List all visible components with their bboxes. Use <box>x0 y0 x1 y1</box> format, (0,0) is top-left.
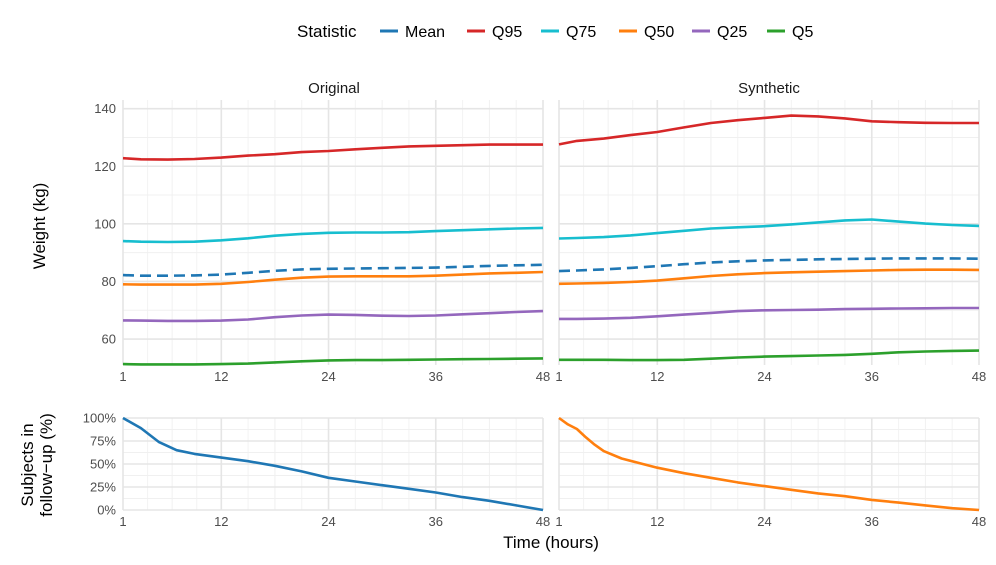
x-tick-label: 1 <box>119 369 126 384</box>
series-line-q25 <box>559 306 979 321</box>
y-tick-label: 60 <box>102 332 116 347</box>
legend-title: Statistic <box>297 22 357 41</box>
x-tick-label: 12 <box>214 369 228 384</box>
x-tick-label: 12 <box>214 514 228 529</box>
x-tick-label: 24 <box>757 369 771 384</box>
x-tick-label: 12 <box>650 369 664 384</box>
y-tick-label: 100 <box>94 216 116 231</box>
panels: 1 12 24 36 48 60 80 100 120 140 1 12 24 36 48 1 12 24 36 48… <box>83 100 986 529</box>
y-tick-label: 100% <box>83 411 117 426</box>
y-tick-label: 75% <box>90 434 116 449</box>
x-tick-label: 24 <box>321 514 335 529</box>
legend-items: Mean Q95 Q75 Q50 Q25 Q5 <box>380 24 813 41</box>
x-tick-label: 1 <box>555 369 562 384</box>
legend-label-mean: Mean <box>405 24 445 41</box>
x-tick-label: 36 <box>865 514 879 529</box>
panel-followup-synthetic: 1 12 24 36 48 <box>555 416 986 529</box>
x-tick-label: 48 <box>536 369 550 384</box>
y-tick-label: 140 <box>94 101 116 116</box>
y-axis-title-weight: Weight (kg) <box>30 183 49 270</box>
legend-label-q95: Q95 <box>492 24 522 41</box>
series-line-subjects-in-follow-up- <box>122 416 544 512</box>
series-line-q50 <box>122 270 544 286</box>
legend-label-q50: Q50 <box>644 24 674 41</box>
legend-label-q5: Q5 <box>792 24 813 41</box>
strip-label-original: Original <box>308 80 360 97</box>
y-tick-label: 120 <box>94 159 116 174</box>
series-line-q75 <box>122 226 544 244</box>
x-tick-label: 24 <box>321 369 335 384</box>
panel-weight-original: 1 12 24 36 48 60 80 100 120 140 <box>94 100 550 384</box>
series-line-mean <box>558 257 980 273</box>
x-tick-label: 36 <box>429 514 443 529</box>
x-tick-label: 48 <box>536 514 550 529</box>
strip-label-synthetic: Synthetic <box>738 80 800 97</box>
y-tick-label: 50% <box>90 457 116 472</box>
y-tick-label: 25% <box>90 480 116 495</box>
panel-weight-synthetic: 1 12 24 36 48 <box>555 100 986 384</box>
series-line-q75 <box>558 218 980 240</box>
x-tick-label: 48 <box>972 369 986 384</box>
x-tick-label: 36 <box>429 369 443 384</box>
series-line-q5 <box>122 357 544 366</box>
x-tick-label: 1 <box>555 514 562 529</box>
legend-label-q25: Q25 <box>717 24 747 41</box>
x-tick-label: 24 <box>757 514 771 529</box>
y-axis-title-followup-line2: follow−up (%) <box>37 413 56 516</box>
y-tick-label: 80 <box>102 274 116 289</box>
legend-label-q75: Q75 <box>566 24 596 41</box>
y-axis-title-followup-line1: Subjects in <box>18 423 37 506</box>
series-line-subjects-in-follow-up- <box>558 416 980 512</box>
series-line-q25 <box>122 309 544 323</box>
x-tick-label: 1 <box>119 514 126 529</box>
series-line-q95 <box>558 114 979 146</box>
x-tick-label: 12 <box>650 514 664 529</box>
x-axis-title: Time (hours) <box>503 533 599 552</box>
x-tick-label: 36 <box>865 369 879 384</box>
series-line-mean <box>122 263 544 278</box>
y-tick-label: 0% <box>97 503 116 518</box>
series-line-q50 <box>558 268 980 286</box>
legend: Statistic Mean Q95 Q75 Q50 Q25 Q5 <box>297 22 813 41</box>
x-tick-label: 48 <box>972 514 986 529</box>
panel-followup-original: 1 12 24 36 48 0% 25% 50% 75% 100% <box>83 411 550 530</box>
series-line-q95 <box>122 143 543 161</box>
series-line-q5 <box>559 349 980 362</box>
